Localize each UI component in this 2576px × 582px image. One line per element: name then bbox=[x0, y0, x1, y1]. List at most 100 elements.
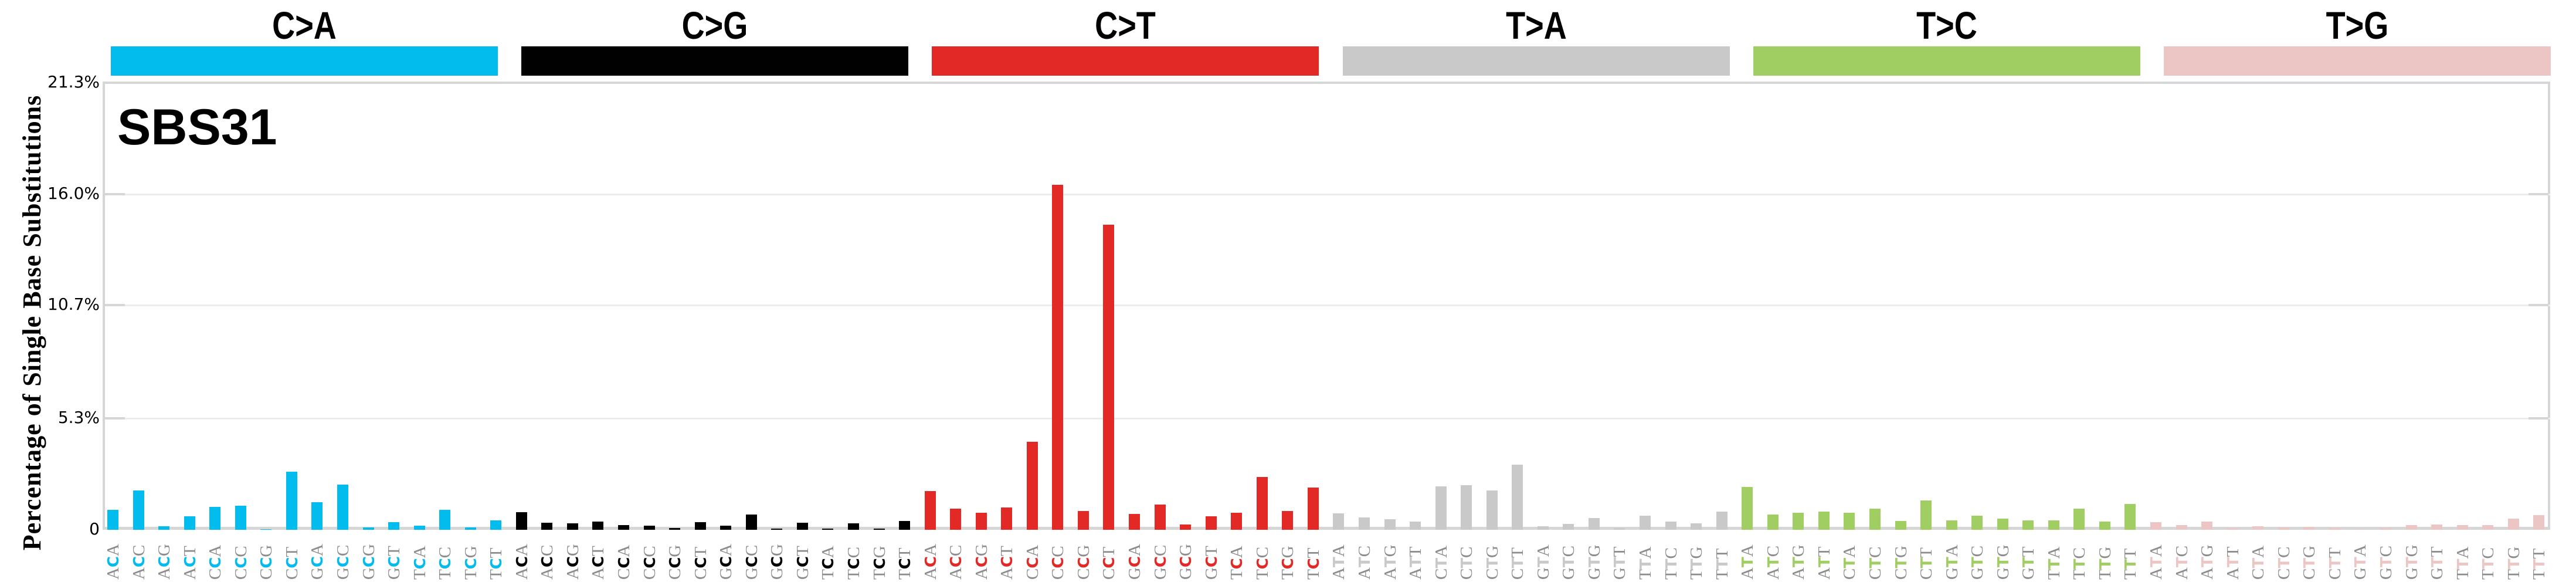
x-label-TCT: TCT bbox=[895, 547, 915, 580]
y-tick-label: 16.0% bbox=[47, 183, 100, 203]
x-label-GTA: GTA bbox=[1942, 544, 1961, 580]
gridline bbox=[105, 193, 2550, 195]
x-label-GCG: GCG bbox=[359, 544, 378, 580]
x-label-TTC: TTC bbox=[1661, 547, 1681, 580]
x-label-ACG: ACG bbox=[563, 544, 582, 580]
x-label-CCC: CCC bbox=[231, 546, 250, 580]
bar-T>C-TTC bbox=[2073, 508, 2085, 530]
bar-C>A-TCC bbox=[439, 510, 451, 530]
bar-T>G-TTT bbox=[2533, 515, 2545, 530]
x-label-TCC: TCC bbox=[436, 546, 455, 580]
bar-C>T-GCC bbox=[1154, 505, 1166, 530]
bar-C>G-ACG bbox=[566, 523, 578, 530]
x-label-CCG: CCG bbox=[257, 544, 276, 580]
x-label-GCT: GCT bbox=[1202, 546, 1221, 580]
x-label-ACA: ACA bbox=[921, 544, 940, 580]
x-label-TTC: TTC bbox=[2070, 547, 2089, 580]
x-label-GTG: GTG bbox=[1584, 544, 1604, 580]
x-label-ATG: ATG bbox=[1380, 544, 1400, 580]
bar-T>A-GTC bbox=[1563, 523, 1574, 530]
bar-C>G-TCA bbox=[822, 529, 834, 530]
bar-T>C-TTA bbox=[2048, 520, 2059, 530]
x-label-TCT: TCT bbox=[487, 547, 506, 580]
bar-C>T-TCA bbox=[1231, 513, 1243, 530]
bar-C>A-CCC bbox=[235, 505, 246, 530]
bar-T>C-ATA bbox=[1742, 487, 1753, 530]
x-label-CCA: CCA bbox=[1023, 544, 1042, 580]
bar-T>A-CTA bbox=[1435, 486, 1447, 530]
bar-C>G-GCT bbox=[796, 523, 808, 530]
category-title-1: C>G bbox=[681, 4, 748, 47]
x-label-TCC: TCC bbox=[1253, 546, 1272, 580]
bar-T>G-CTG bbox=[2303, 526, 2315, 530]
x-label-CTT: CTT bbox=[1917, 547, 1936, 580]
bar-T>G-ATG bbox=[2201, 521, 2213, 530]
x-label-ACG: ACG bbox=[972, 544, 991, 580]
bar-T>A-TTG bbox=[1691, 523, 1702, 530]
bar-C>A-ACC bbox=[133, 490, 144, 530]
category-title-2: C>T bbox=[1095, 4, 1156, 47]
bar-T>C-CTC bbox=[1869, 509, 1881, 530]
x-label-ATC: ATC bbox=[1355, 545, 1374, 580]
x-label-TCA: TCA bbox=[819, 546, 838, 580]
x-label-CCT: CCT bbox=[1099, 546, 1119, 580]
x-label-ACA: ACA bbox=[512, 544, 531, 580]
x-label-GCT: GCT bbox=[793, 546, 812, 580]
x-label-TTT: TTT bbox=[1712, 548, 1732, 580]
bar-C>A-CCG bbox=[260, 529, 272, 530]
x-label-ACA: ACA bbox=[104, 544, 123, 580]
bar-T>A-ATC bbox=[1358, 517, 1370, 530]
bar-C>A-GCT bbox=[388, 522, 400, 530]
x-label-ACT: ACT bbox=[997, 546, 1017, 580]
bar-C>A-CCT bbox=[286, 471, 297, 530]
x-label-CTG: CTG bbox=[1482, 545, 1502, 580]
x-label-TTA: TTA bbox=[2044, 546, 2063, 580]
bar-C>T-GCT bbox=[1205, 516, 1217, 530]
bar-T>C-TTT bbox=[2124, 504, 2136, 530]
x-label-TTA: TTA bbox=[2453, 546, 2472, 580]
x-label-ATG: ATG bbox=[2198, 544, 2217, 580]
signature-title: SBS31 bbox=[117, 99, 277, 155]
x-label-CTT: CTT bbox=[1508, 547, 1528, 580]
x-label-CCT: CCT bbox=[691, 546, 710, 580]
x-label-ATT: ATT bbox=[2223, 546, 2242, 580]
bar-T>C-ATC bbox=[1767, 514, 1779, 530]
y-axis-title: Percentage of Single Base Substitutions bbox=[18, 94, 46, 551]
bar-T>A-GTA bbox=[1537, 526, 1549, 530]
category-title-5: T>G bbox=[2326, 4, 2389, 47]
x-label-ATA: ATA bbox=[1738, 544, 1757, 580]
bar-T>C-CTG bbox=[1895, 520, 1906, 530]
x-label-TTG: TTG bbox=[2095, 546, 2115, 580]
category-title-0: C>A bbox=[272, 4, 337, 47]
x-label-GCC: GCC bbox=[333, 544, 352, 580]
bar-T>C-GTG bbox=[1997, 519, 2008, 530]
x-label-GCA: GCA bbox=[717, 544, 736, 580]
y-tick-label: 21.3% bbox=[47, 72, 100, 92]
bar-C>T-ACG bbox=[975, 513, 987, 530]
x-label-TCG: TCG bbox=[1278, 546, 1298, 580]
y-tick-label: 0 bbox=[89, 519, 100, 539]
category-color-bar-5 bbox=[2164, 46, 2551, 76]
bar-C>A-ACT bbox=[184, 516, 195, 530]
bar-T>G-TTG bbox=[2507, 519, 2519, 530]
x-label-ATT: ATT bbox=[1406, 546, 1426, 580]
x-label-TTG: TTG bbox=[2504, 546, 2523, 580]
category-color-bar-0 bbox=[111, 46, 498, 76]
x-label-ACC: ACC bbox=[129, 544, 148, 580]
y-tick-mark bbox=[105, 304, 125, 307]
x-label-GTA: GTA bbox=[2351, 544, 2370, 580]
x-label-ATA: ATA bbox=[2147, 544, 2166, 580]
bar-C>A-ACA bbox=[107, 510, 118, 530]
category-color-bar-3 bbox=[1342, 46, 1730, 76]
bar-C>G-TCT bbox=[899, 521, 911, 530]
bar-C>T-ACA bbox=[924, 491, 936, 530]
bar-T>C-GTT bbox=[2022, 520, 2034, 530]
x-label-CCG: CCG bbox=[1074, 544, 1093, 580]
bar-C>A-GCC bbox=[337, 485, 348, 530]
y-tick-mark-right bbox=[2529, 192, 2548, 195]
x-label-GTA: GTA bbox=[1533, 544, 1553, 580]
bar-C>G-TCG bbox=[873, 529, 885, 530]
x-label-TCA: TCA bbox=[410, 546, 429, 580]
bar-C>T-CCC bbox=[1052, 184, 1064, 530]
bar-C>G-GCA bbox=[720, 526, 732, 530]
